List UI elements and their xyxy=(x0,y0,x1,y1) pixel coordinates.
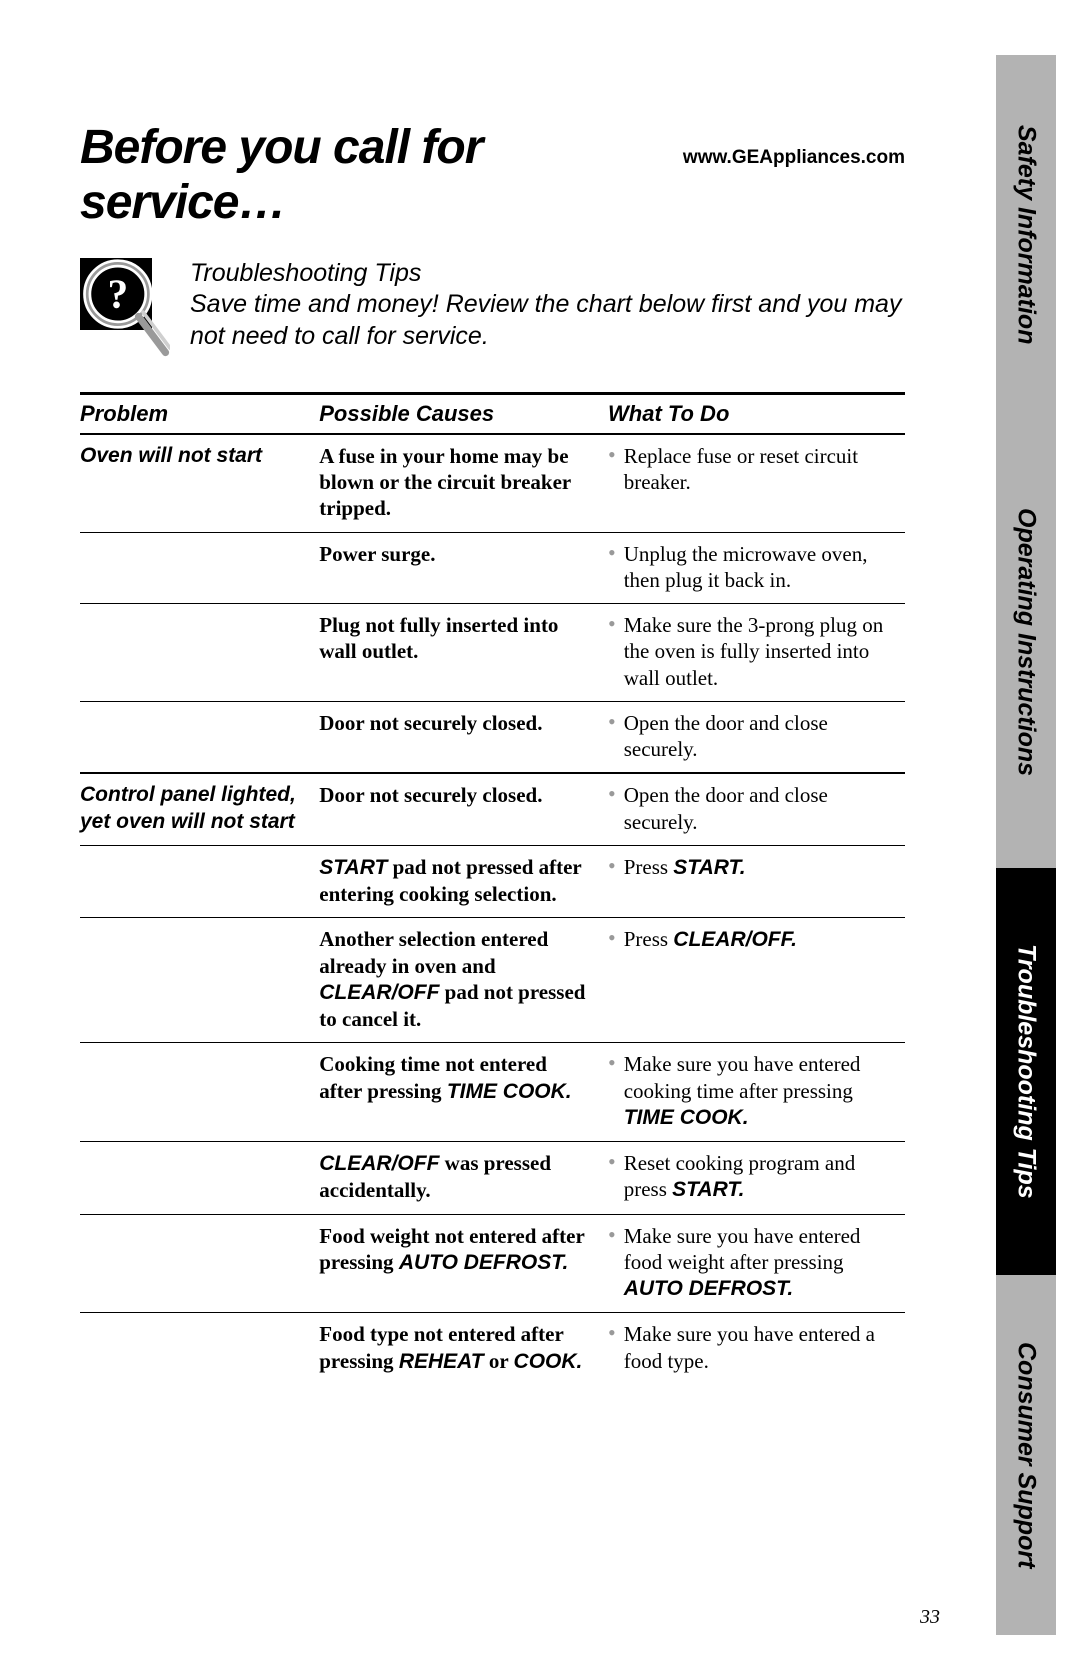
table-header-row: Problem Possible Causes What To Do xyxy=(80,393,905,434)
magnifier-question-icon: ? xyxy=(80,258,170,348)
cause-cell: Door not securely closed. xyxy=(319,701,608,773)
table-row: Food type not entered after pressing REH… xyxy=(80,1313,905,1385)
table-row: Another selection entered already in ove… xyxy=(80,918,905,1043)
cause-cell: Food type not entered after pressing REH… xyxy=(319,1313,608,1385)
intro-body: Save time and money! Review the chart be… xyxy=(190,290,901,349)
todo-cell: Make sure you have entered cooking time … xyxy=(608,1043,905,1142)
cause-cell: CLEAR/OFF was pressed accidentally. xyxy=(319,1142,608,1215)
section-tab[interactable]: Troubleshooting Tips xyxy=(996,868,1056,1275)
col-header-causes: Possible Causes xyxy=(319,393,608,434)
problem-cell xyxy=(80,1043,319,1142)
table-row: START pad not pressed after entering coo… xyxy=(80,845,905,918)
cause-cell: Plug not fully inserted into wall outlet… xyxy=(319,604,608,702)
intro-heading: Troubleshooting Tips xyxy=(190,258,905,289)
table-row: Door not securely closed.Open the door a… xyxy=(80,701,905,773)
todo-cell: Make sure you have entered a food type. xyxy=(608,1313,905,1385)
page-number: 33 xyxy=(920,1606,940,1629)
todo-cell: Make sure the 3-prong plug on the oven i… xyxy=(608,604,905,702)
cause-cell: Door not securely closed. xyxy=(319,773,608,845)
cause-cell: Food weight not entered after pressing A… xyxy=(319,1214,608,1313)
brand-url: www.GEAppliances.com xyxy=(683,147,905,169)
problem-cell xyxy=(80,845,319,918)
section-tab[interactable]: Safety Information xyxy=(996,55,1056,415)
table-row: Control panel lighted, yet oven will not… xyxy=(80,773,905,845)
cause-cell: START pad not pressed after entering coo… xyxy=(319,845,608,918)
problem-cell: Control panel lighted, yet oven will not… xyxy=(80,773,319,845)
problem-cell xyxy=(80,701,319,773)
problem-cell xyxy=(80,918,319,1043)
cause-cell: Another selection entered already in ove… xyxy=(319,918,608,1043)
problem-cell xyxy=(80,1214,319,1313)
cause-cell: A fuse in your home may be blown or the … xyxy=(319,434,608,532)
section-tab[interactable]: Operating Instructions xyxy=(996,415,1056,868)
todo-cell: Press CLEAR/OFF. xyxy=(608,918,905,1043)
table-row: Plug not fully inserted into wall outlet… xyxy=(80,604,905,702)
todo-cell: Reset cooking program and press START. xyxy=(608,1142,905,1215)
section-tabs-sidebar: Safety InformationOperating Instructions… xyxy=(996,55,1056,1635)
page-title: Before you call for service… xyxy=(80,120,683,230)
todo-cell: Replace fuse or reset circuit breaker. xyxy=(608,434,905,532)
table-row: Cooking time not entered after pressing … xyxy=(80,1043,905,1142)
col-header-todo: What To Do xyxy=(608,393,905,434)
intro-block: ? Troubleshooting Tips Save time and mon… xyxy=(80,258,905,352)
table-row: Power surge.Unplug the microwave oven, t… xyxy=(80,532,905,604)
problem-cell xyxy=(80,1142,319,1215)
problem-cell xyxy=(80,1313,319,1385)
table-row: Oven will not startA fuse in your home m… xyxy=(80,434,905,532)
page-content: Before you call for service… www.GEAppli… xyxy=(0,0,965,1445)
problem-cell xyxy=(80,604,319,702)
table-row: CLEAR/OFF was pressed accidentally.Reset… xyxy=(80,1142,905,1215)
troubleshooting-table: Problem Possible Causes What To Do Oven … xyxy=(80,392,905,1385)
intro-text: Troubleshooting Tips Save time and money… xyxy=(190,258,905,352)
todo-cell: Open the door and close securely. xyxy=(608,701,905,773)
cause-cell: Power surge. xyxy=(319,532,608,604)
todo-cell: Unplug the microwave oven, then plug it … xyxy=(608,532,905,604)
problem-cell: Oven will not start xyxy=(80,434,319,532)
svg-text:?: ? xyxy=(107,271,128,317)
section-tab[interactable]: Consumer Support xyxy=(996,1275,1056,1635)
todo-cell: Press START. xyxy=(608,845,905,918)
problem-cell xyxy=(80,532,319,604)
todo-cell: Make sure you have entered food weight a… xyxy=(608,1214,905,1313)
col-header-problem: Problem xyxy=(80,393,319,434)
title-row: Before you call for service… www.GEAppli… xyxy=(80,120,905,230)
todo-cell: Open the door and close securely. xyxy=(608,773,905,845)
cause-cell: Cooking time not entered after pressing … xyxy=(319,1043,608,1142)
table-row: Food weight not entered after pressing A… xyxy=(80,1214,905,1313)
